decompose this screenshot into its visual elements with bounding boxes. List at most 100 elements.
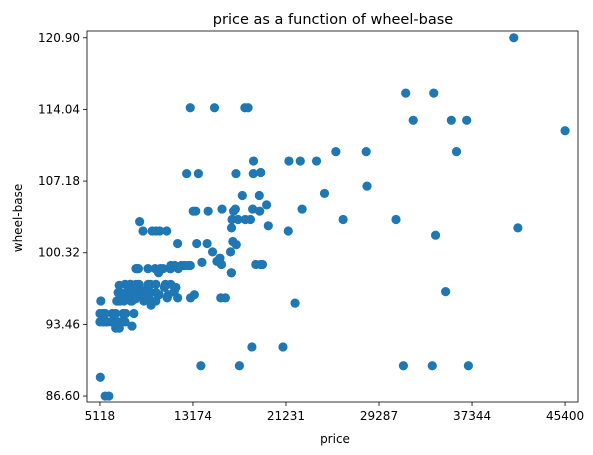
data-point [362,181,372,191]
data-point [155,226,165,236]
data-point [135,217,145,227]
data-point [248,204,258,214]
x-axis-ticks: 5118 13174 21231 29287 37344 45400 [85,402,584,423]
data-point [158,264,168,274]
data-point [134,279,144,289]
data-point [104,391,114,401]
data-point [441,287,451,297]
data-point [297,204,307,214]
data-point [138,226,148,236]
data-point [171,282,181,293]
data-point [192,238,202,249]
data-point [463,361,473,371]
data-point [130,294,141,304]
data-point [207,247,218,257]
data-point [209,103,220,113]
x-tick-label: 37344 [453,409,491,423]
x-tick-label: 21231 [267,409,305,423]
data-point [127,321,137,331]
data-point [248,168,258,179]
y-tick-label: 100.32 [38,246,80,260]
chart-title: price as a function of wheel-base [213,12,453,28]
data-point [196,361,206,371]
data-point [247,342,257,352]
data-point [319,188,330,199]
data-point [225,247,236,257]
data-point [217,204,227,214]
data-point [256,167,266,178]
data-point [513,223,523,233]
y-axis-label: wheel-base [11,184,25,252]
plot-frame [86,30,579,403]
data-point [185,103,195,113]
data-point [401,88,411,98]
x-axis-label: price [320,432,350,446]
data-point [100,308,110,319]
data-point [262,200,272,210]
data-point [129,308,139,319]
plot-area-border [86,30,579,403]
data-point [226,268,236,278]
data-point [254,190,264,201]
data-point [295,156,305,166]
data-point [189,290,199,300]
data-point [173,238,183,249]
data-point [446,115,456,125]
x-tick-label: 5118 [85,409,116,423]
y-tick-label: 93.46 [46,317,80,331]
data-point [216,259,227,270]
x-tick-label: 29287 [360,409,398,423]
data-point [230,204,240,214]
data-point [231,168,241,179]
data-point [451,147,462,157]
data-point [255,206,265,216]
data-point [248,156,259,166]
data-point [120,317,130,327]
data-point [111,308,121,319]
y-tick-label: 114.04 [38,102,80,116]
data-point [185,260,195,271]
data-point [226,223,237,233]
data-point [338,214,348,225]
data-point [427,361,437,371]
data-point [154,290,164,300]
y-tick-label: 120.90 [38,31,80,45]
data-point [133,264,143,274]
data-point [408,115,418,125]
data-point [283,226,293,236]
data-point [290,298,300,308]
data-point [257,259,268,270]
data-point [243,103,253,113]
data-point [197,257,207,267]
x-tick-label: 45400 [546,409,584,423]
data-point [284,156,294,166]
data-point [220,293,231,303]
data-point [430,230,441,240]
data-point [173,293,183,303]
data-point [202,238,212,249]
data-point [233,214,243,225]
data-point [245,214,256,225]
data-point [96,296,106,306]
data-point [331,147,341,157]
data-point [311,156,322,166]
data-point [509,33,519,43]
data-point [560,126,570,136]
data-point [143,264,153,274]
data-point [151,279,161,289]
data-point [182,168,192,179]
data-point [391,214,401,225]
data-point [429,88,439,98]
data-point [231,240,241,250]
data-point [121,308,131,319]
data-point [263,221,273,231]
y-axis-ticks: 86.60 93.46 100.32 107.18 114.04 120.90 [38,31,87,403]
data-point [237,190,247,201]
points-layer [95,33,570,401]
data-point [361,147,371,157]
data-point [193,168,203,179]
x-tick-label: 13174 [174,409,212,423]
data-point [278,342,288,352]
data-point [462,115,472,125]
